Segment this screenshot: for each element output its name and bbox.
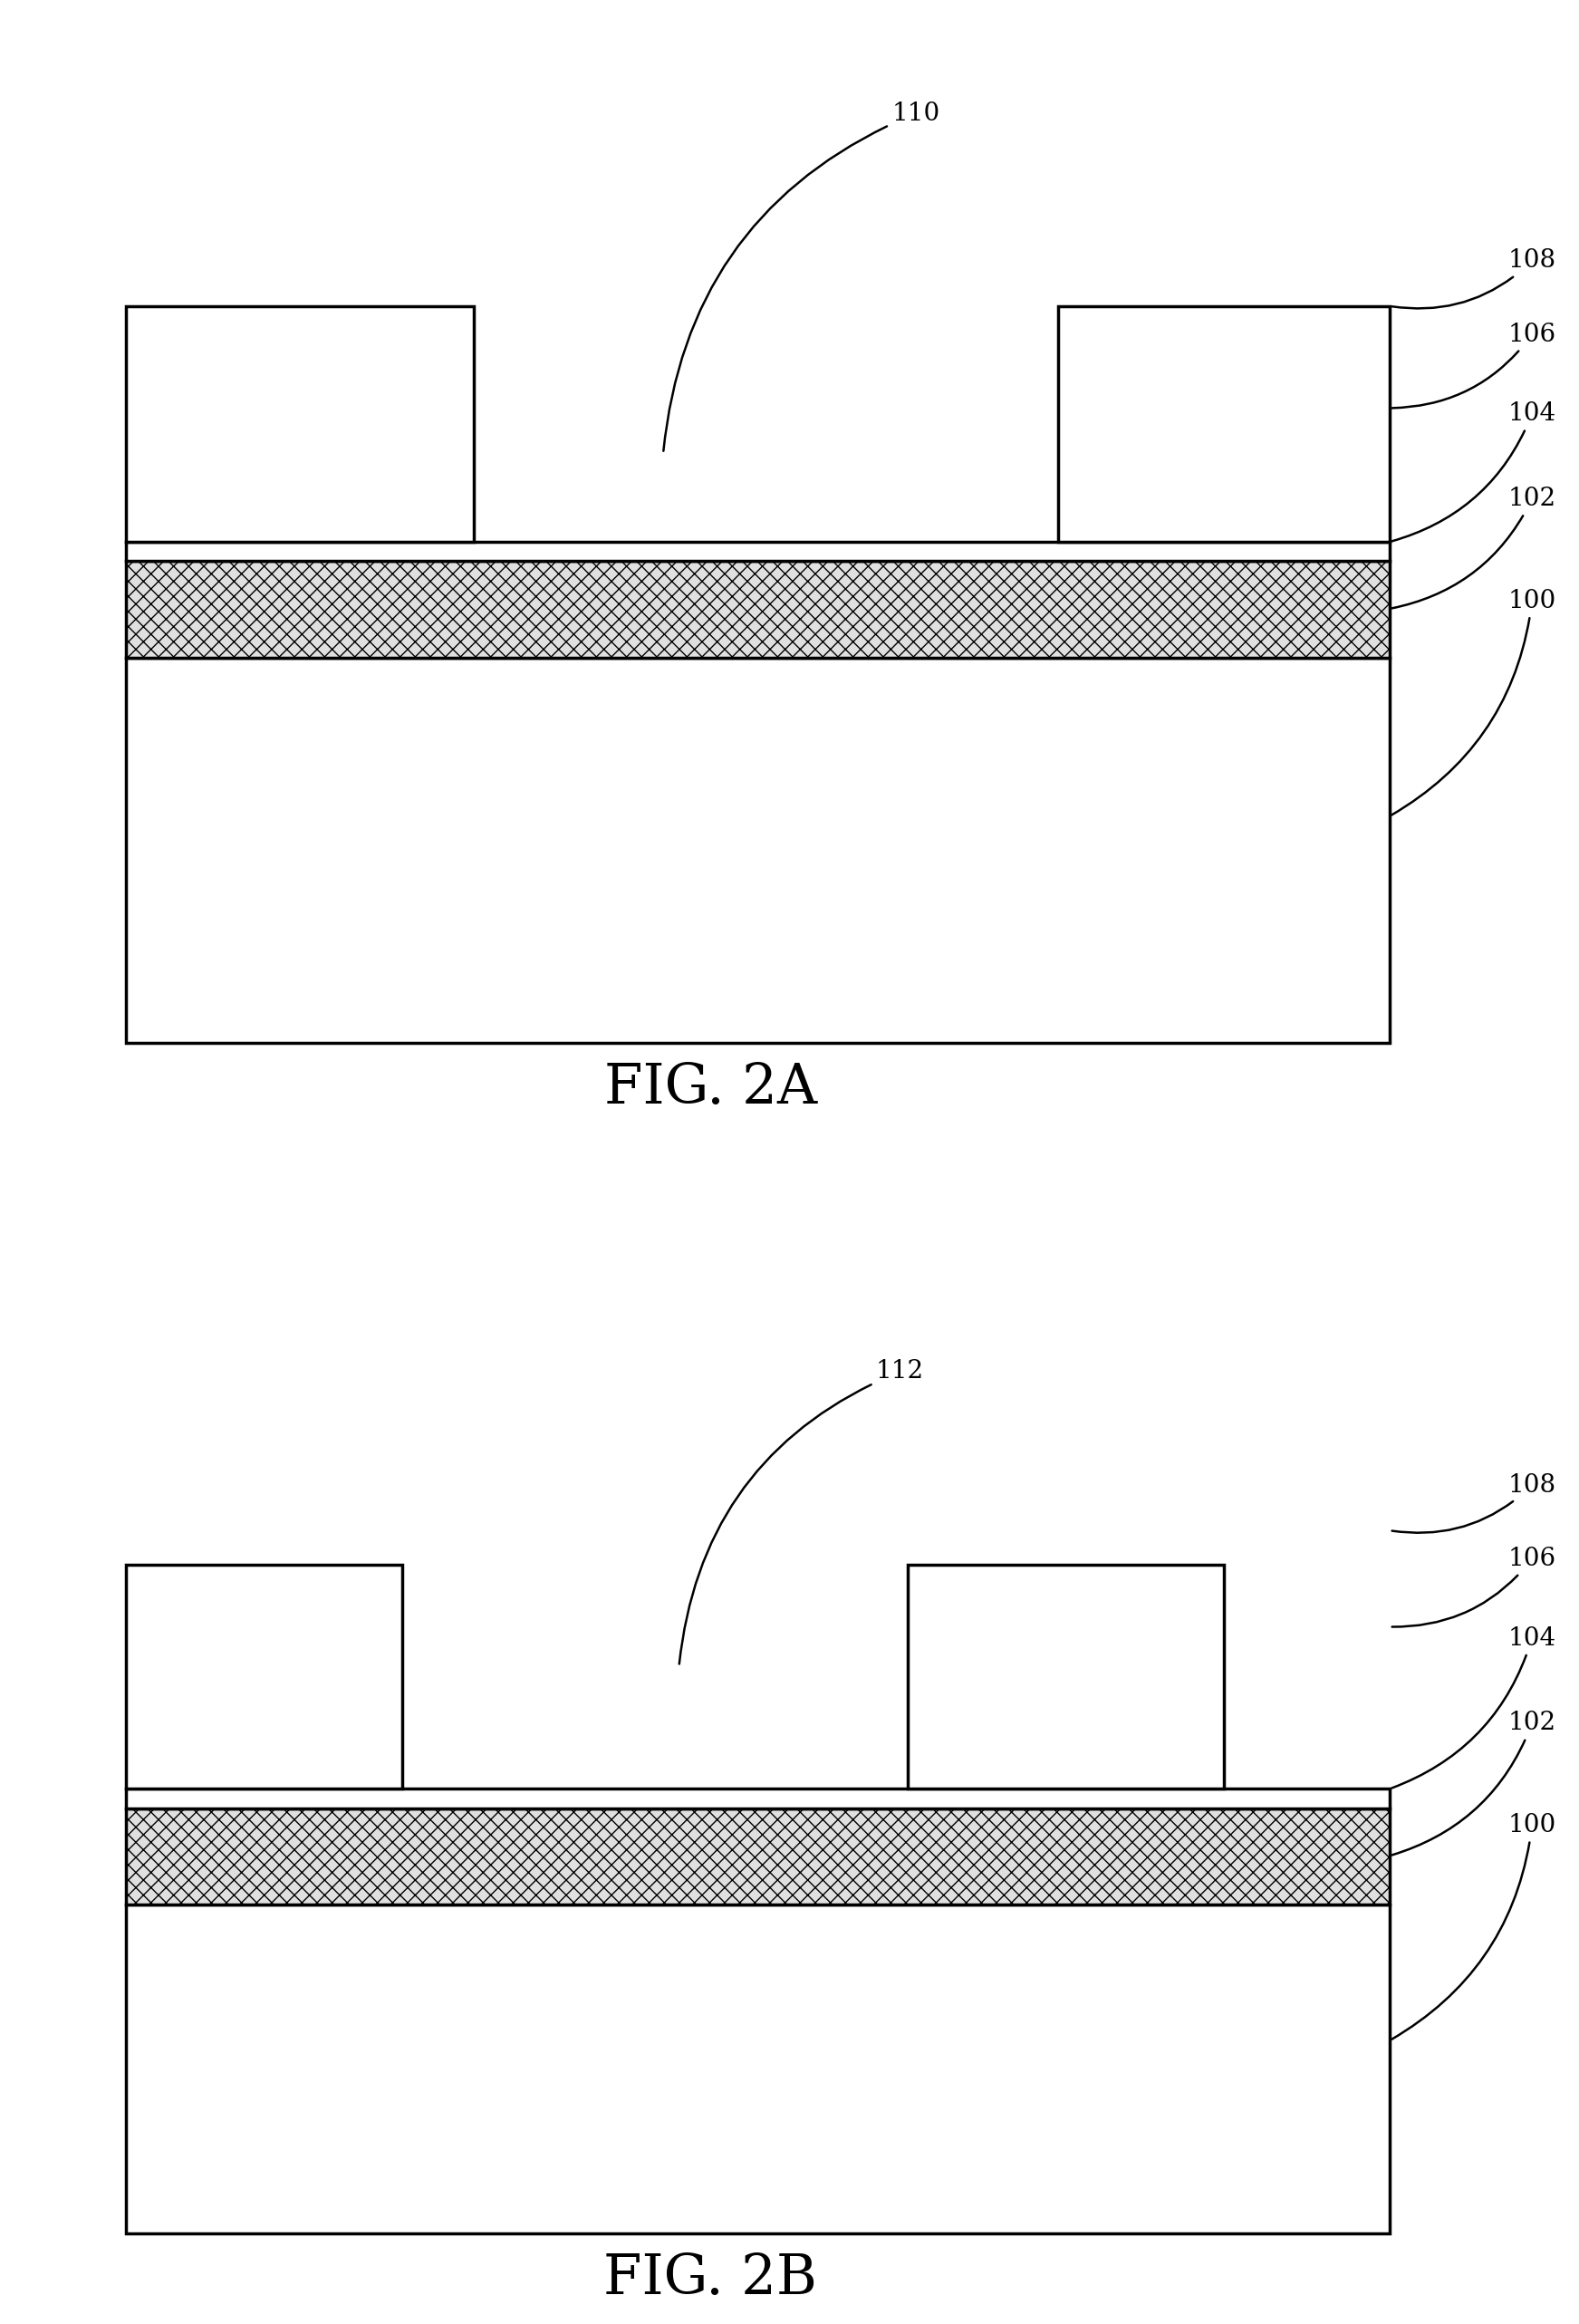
Text: 100: 100: [1391, 588, 1557, 816]
Bar: [1058, 307, 1390, 541]
Text: 106: 106: [1393, 323, 1555, 409]
Bar: [126, 1564, 403, 1789]
Text: 106: 106: [1393, 1545, 1555, 1627]
Bar: [126, 1808, 1390, 1906]
Text: 104: 104: [1391, 1627, 1555, 1787]
Bar: [126, 541, 1390, 560]
Bar: [126, 1906, 1390, 2233]
Text: 108: 108: [1393, 249, 1555, 309]
Text: 104: 104: [1393, 402, 1555, 541]
Text: 112: 112: [679, 1360, 924, 1664]
Text: 102: 102: [1393, 486, 1555, 609]
Text: 102: 102: [1393, 1710, 1555, 1855]
Bar: [908, 1564, 1224, 1789]
Bar: [126, 658, 1390, 1043]
Text: 108: 108: [1393, 1473, 1555, 1534]
Bar: [126, 1808, 1390, 1906]
Text: 100: 100: [1391, 1813, 1557, 2040]
Bar: [126, 560, 1390, 658]
Bar: [126, 1789, 1390, 1808]
Text: FIG. 2A: FIG. 2A: [605, 1062, 816, 1116]
Text: 110: 110: [663, 102, 940, 451]
Bar: [126, 307, 474, 541]
Text: FIG. 2B: FIG. 2B: [603, 2252, 818, 2305]
Bar: [126, 560, 1390, 658]
